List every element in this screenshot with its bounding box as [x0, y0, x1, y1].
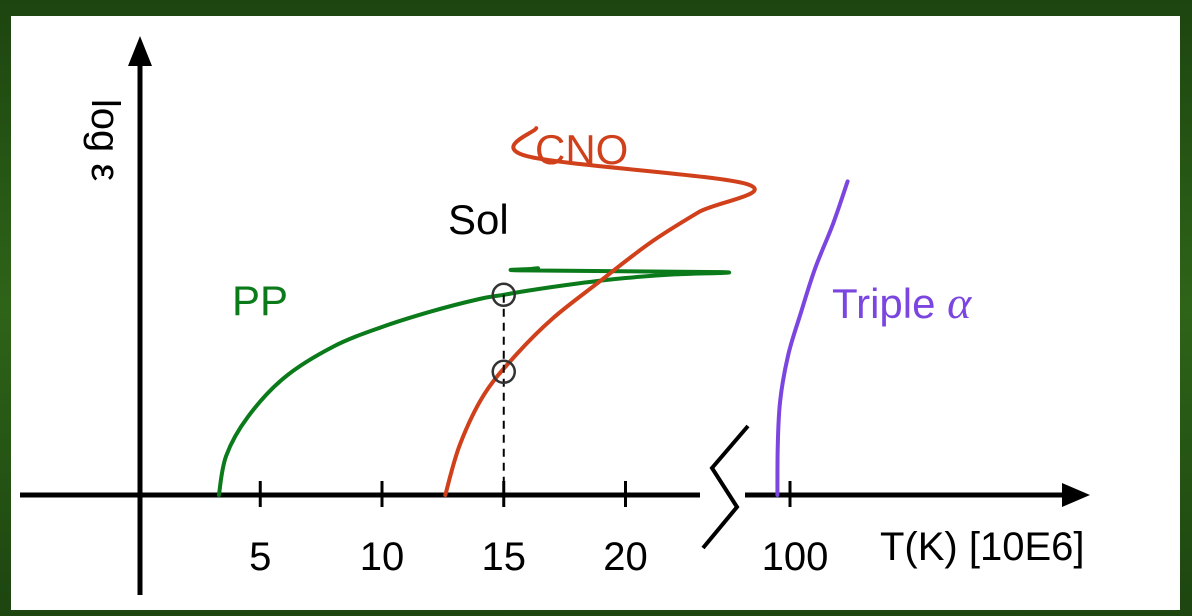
sol-label: Sol	[448, 196, 509, 243]
axis-break-symbol	[701, 424, 750, 550]
y-axis-title: log ε	[83, 99, 127, 181]
series-curves	[216, 126, 850, 497]
sol-marker-cno	[491, 359, 516, 385]
cno-label: CNO	[535, 126, 628, 173]
x-axis-arrowhead	[1062, 483, 1090, 507]
x-tick-label-15: 15	[482, 535, 527, 579]
series-line-triple-alpha	[775, 179, 850, 497]
x-axis-title: T(K) [10E6]	[880, 525, 1085, 569]
x-ticks: 5 10 15 20 100	[249, 481, 828, 579]
x-tick-label-100: 100	[762, 535, 829, 579]
pp-label: PP	[232, 277, 288, 324]
triple-label-text: Triple	[832, 280, 947, 327]
chart-panel	[11, 16, 1180, 610]
y-axis-arrowhead	[128, 36, 152, 66]
x-tick-label-20: 20	[603, 535, 648, 579]
alpha-symbol: α	[947, 277, 972, 328]
triple-alpha-label: Triple α	[832, 277, 972, 328]
sol-marker-pp	[491, 282, 516, 308]
series-line-pp	[216, 266, 732, 497]
x-tick-label-5: 5	[249, 535, 271, 579]
x-tick-label-10: 10	[360, 535, 405, 579]
series-line-cno	[443, 126, 757, 497]
